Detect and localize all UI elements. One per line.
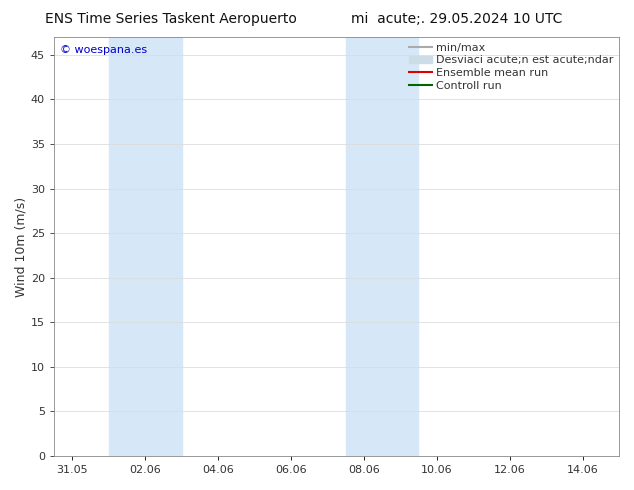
Y-axis label: Wind 10m (m/s): Wind 10m (m/s) <box>15 196 28 296</box>
Legend: min/max, Desviaci acute;n est acute;ndar, Ensemble mean run, Controll run: min/max, Desviaci acute;n est acute;ndar… <box>407 40 616 93</box>
Text: ENS Time Series Taskent Aeropuerto: ENS Time Series Taskent Aeropuerto <box>45 12 297 26</box>
Bar <box>346 37 418 456</box>
Text: mi  acute;. 29.05.2024 10 UTC: mi acute;. 29.05.2024 10 UTC <box>351 12 562 26</box>
Text: © woespana.es: © woespana.es <box>60 46 146 55</box>
Bar <box>108 37 181 456</box>
